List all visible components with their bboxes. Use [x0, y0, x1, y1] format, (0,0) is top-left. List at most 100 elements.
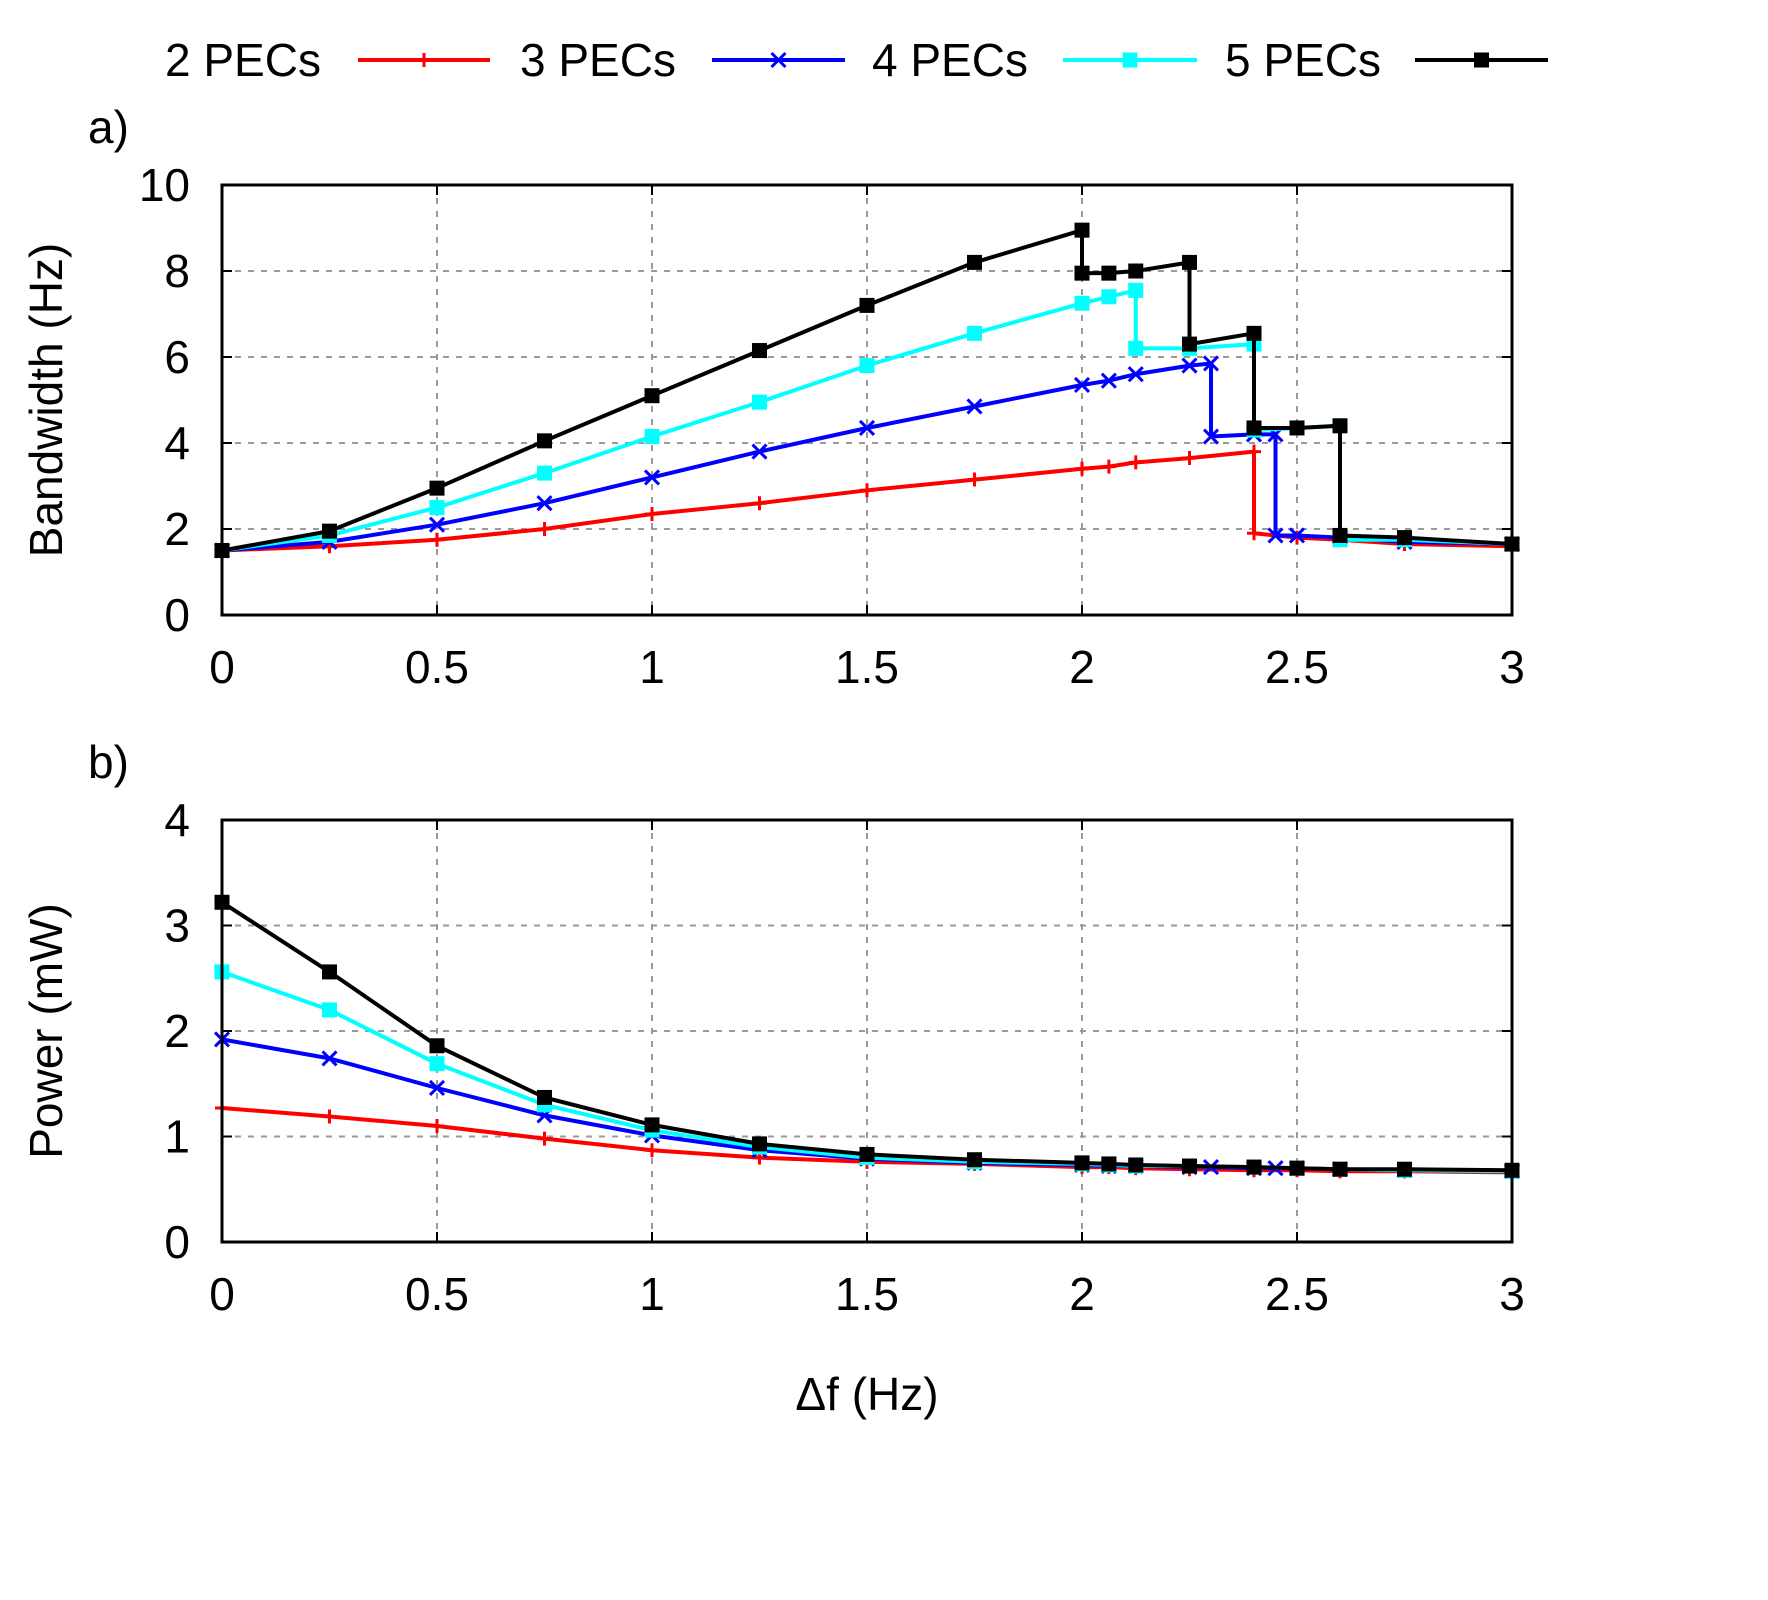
- data-point-5-pecs: [1246, 325, 1262, 341]
- plot-frame-a: [220, 183, 1514, 617]
- legend-marker-4-pecs: [1122, 52, 1138, 68]
- data-point-2-pecs: [645, 1143, 659, 1158]
- series-line-2-pecs: [221, 449, 1513, 553]
- data-point-3-pecs: [751, 443, 768, 460]
- data-point-5-pecs: [859, 297, 875, 313]
- y-tick-label: 4: [164, 417, 190, 469]
- data-point-5-pecs: [967, 1152, 982, 1168]
- legend-marker-3-pecs: [770, 51, 787, 69]
- data-point-5-pecs: [1289, 1160, 1305, 1176]
- data-point-2-pecs: [967, 472, 982, 487]
- panel-b-power-chart: 0 0.5 1 1.5 2 2.5 3 0 1 2 3 4 Power (mW) Δf (Hz) b): [20, 736, 1525, 1420]
- data-point-5-pecs: [1074, 222, 1090, 238]
- x-tick-label: 1: [639, 641, 665, 693]
- x-tick-label: 1.5: [835, 641, 899, 693]
- data-point-3-pecs: [1181, 357, 1198, 374]
- y-tick-label: 10: [139, 159, 190, 211]
- data-point-2-pecs: [322, 1109, 337, 1124]
- data-point-4-pecs: [429, 1056, 445, 1072]
- data-point-3-pecs: [966, 398, 983, 415]
- data-point-3-pecs: [858, 419, 876, 437]
- data-point-2-pecs: [430, 532, 444, 547]
- data-point-3-pecs: [321, 1050, 338, 1067]
- data-point-5-pecs: [1101, 265, 1117, 281]
- x-tick-label: 0: [209, 641, 235, 693]
- data-point-5-pecs: [752, 343, 767, 359]
- data-point-2-pecs: [752, 496, 767, 511]
- data-point-5-pecs: [644, 1117, 660, 1133]
- panel-label-b: b): [88, 736, 129, 788]
- data-point-4-pecs: [1128, 340, 1144, 356]
- legend: 2 PECs 3 PECs 4 PECs 5 PECs: [165, 34, 1548, 86]
- y-tick-label: 2: [164, 1005, 190, 1057]
- data-point-2-pecs: [1182, 451, 1197, 466]
- x-tick-label: 2: [1069, 1268, 1095, 1320]
- x-tick-label: 2.5: [1265, 1268, 1329, 1320]
- data-point-5-pecs: [1182, 254, 1197, 270]
- data-point-5-pecs: [1246, 420, 1262, 436]
- data-point-5-pecs: [322, 523, 337, 539]
- legend-marker-5-pecs: [1474, 52, 1489, 68]
- data-point-3-pecs: [1267, 527, 1284, 544]
- data-point-3-pecs: [1127, 366, 1144, 383]
- data-point-5-pecs: [1289, 420, 1305, 436]
- data-point-5-pecs: [1101, 1156, 1117, 1172]
- data-point-2-pecs: [1128, 455, 1143, 470]
- x-tick-label: 1: [639, 1268, 665, 1320]
- data-point-5-pecs: [1332, 418, 1348, 434]
- data-point-3-pecs: [1100, 372, 1117, 389]
- data-point-5-pecs: [1182, 336, 1197, 352]
- data-point-5-pecs: [429, 480, 445, 496]
- data-point-2-pecs: [1101, 459, 1116, 474]
- data-point-2-pecs: [1247, 444, 1261, 459]
- y-tick-label: 2: [164, 503, 190, 555]
- y-tick-label: 0: [164, 1216, 190, 1268]
- data-point-3-pecs: [428, 516, 446, 533]
- data-point-3-pecs: [643, 469, 661, 486]
- y-tick-label: 0: [164, 589, 190, 641]
- data-point-5-pecs: [322, 964, 337, 980]
- data-point-2-pecs: [1247, 526, 1261, 541]
- data-point-3-pecs: [1202, 428, 1220, 445]
- legend-label-5-pecs: 5 PECs: [1225, 34, 1381, 86]
- series-a-2-pecs: [215, 444, 1519, 558]
- data-point-4-pecs: [1074, 295, 1090, 311]
- data-point-5-pecs: [1074, 1155, 1090, 1171]
- y-axis-title-a: Bandwidth (Hz): [20, 243, 72, 557]
- plot-frame-b: [220, 818, 1514, 1244]
- data-point-5-pecs: [1397, 530, 1412, 546]
- y-axis-title-b: Power (mW): [20, 903, 72, 1159]
- data-point-5-pecs: [537, 1089, 552, 1105]
- x-axis-title: Δf (Hz): [795, 1368, 938, 1420]
- panel-label-a: a): [88, 101, 129, 153]
- data-point-5-pecs: [967, 254, 982, 270]
- data-point-3-pecs: [1288, 527, 1306, 544]
- data-point-5-pecs: [429, 1038, 445, 1054]
- data-point-4-pecs: [1128, 282, 1144, 298]
- data-point-5-pecs: [1128, 263, 1144, 279]
- data-point-3-pecs: [428, 1079, 446, 1097]
- y-tick-label: 8: [164, 245, 190, 297]
- x-tick-label: 3: [1499, 641, 1525, 693]
- x-tick-label: 1.5: [835, 1268, 899, 1320]
- data-point-2-pecs: [537, 1131, 552, 1146]
- data-point-4-pecs: [859, 358, 875, 374]
- data-point-4-pecs: [322, 1002, 337, 1018]
- data-point-4-pecs: [967, 325, 982, 341]
- legend-marker-2-pecs: [417, 53, 431, 67]
- data-point-5-pecs: [537, 433, 552, 449]
- data-point-3-pecs: [1202, 355, 1220, 372]
- y-tick-label: 1: [164, 1111, 190, 1163]
- legend-label-4-pecs: 4 PECs: [872, 34, 1028, 86]
- data-point-4-pecs: [1101, 289, 1117, 305]
- data-point-2-pecs: [1075, 461, 1089, 476]
- panel-a-bandwidth-chart: 0 0.5 1 1.5 2 2.5 3 0 2 4 6 8 10 Bandwidth (Hz) a): [20, 101, 1525, 693]
- data-point-4-pecs: [644, 429, 660, 445]
- x-tick-label: 0.5: [405, 1268, 469, 1320]
- y-tick-label: 3: [164, 900, 190, 952]
- data-point-5-pecs: [752, 1136, 767, 1152]
- legend-label-2-pecs: 2 PECs: [165, 34, 321, 86]
- data-point-3-pecs: [536, 495, 553, 512]
- data-point-5-pecs: [1332, 1161, 1348, 1177]
